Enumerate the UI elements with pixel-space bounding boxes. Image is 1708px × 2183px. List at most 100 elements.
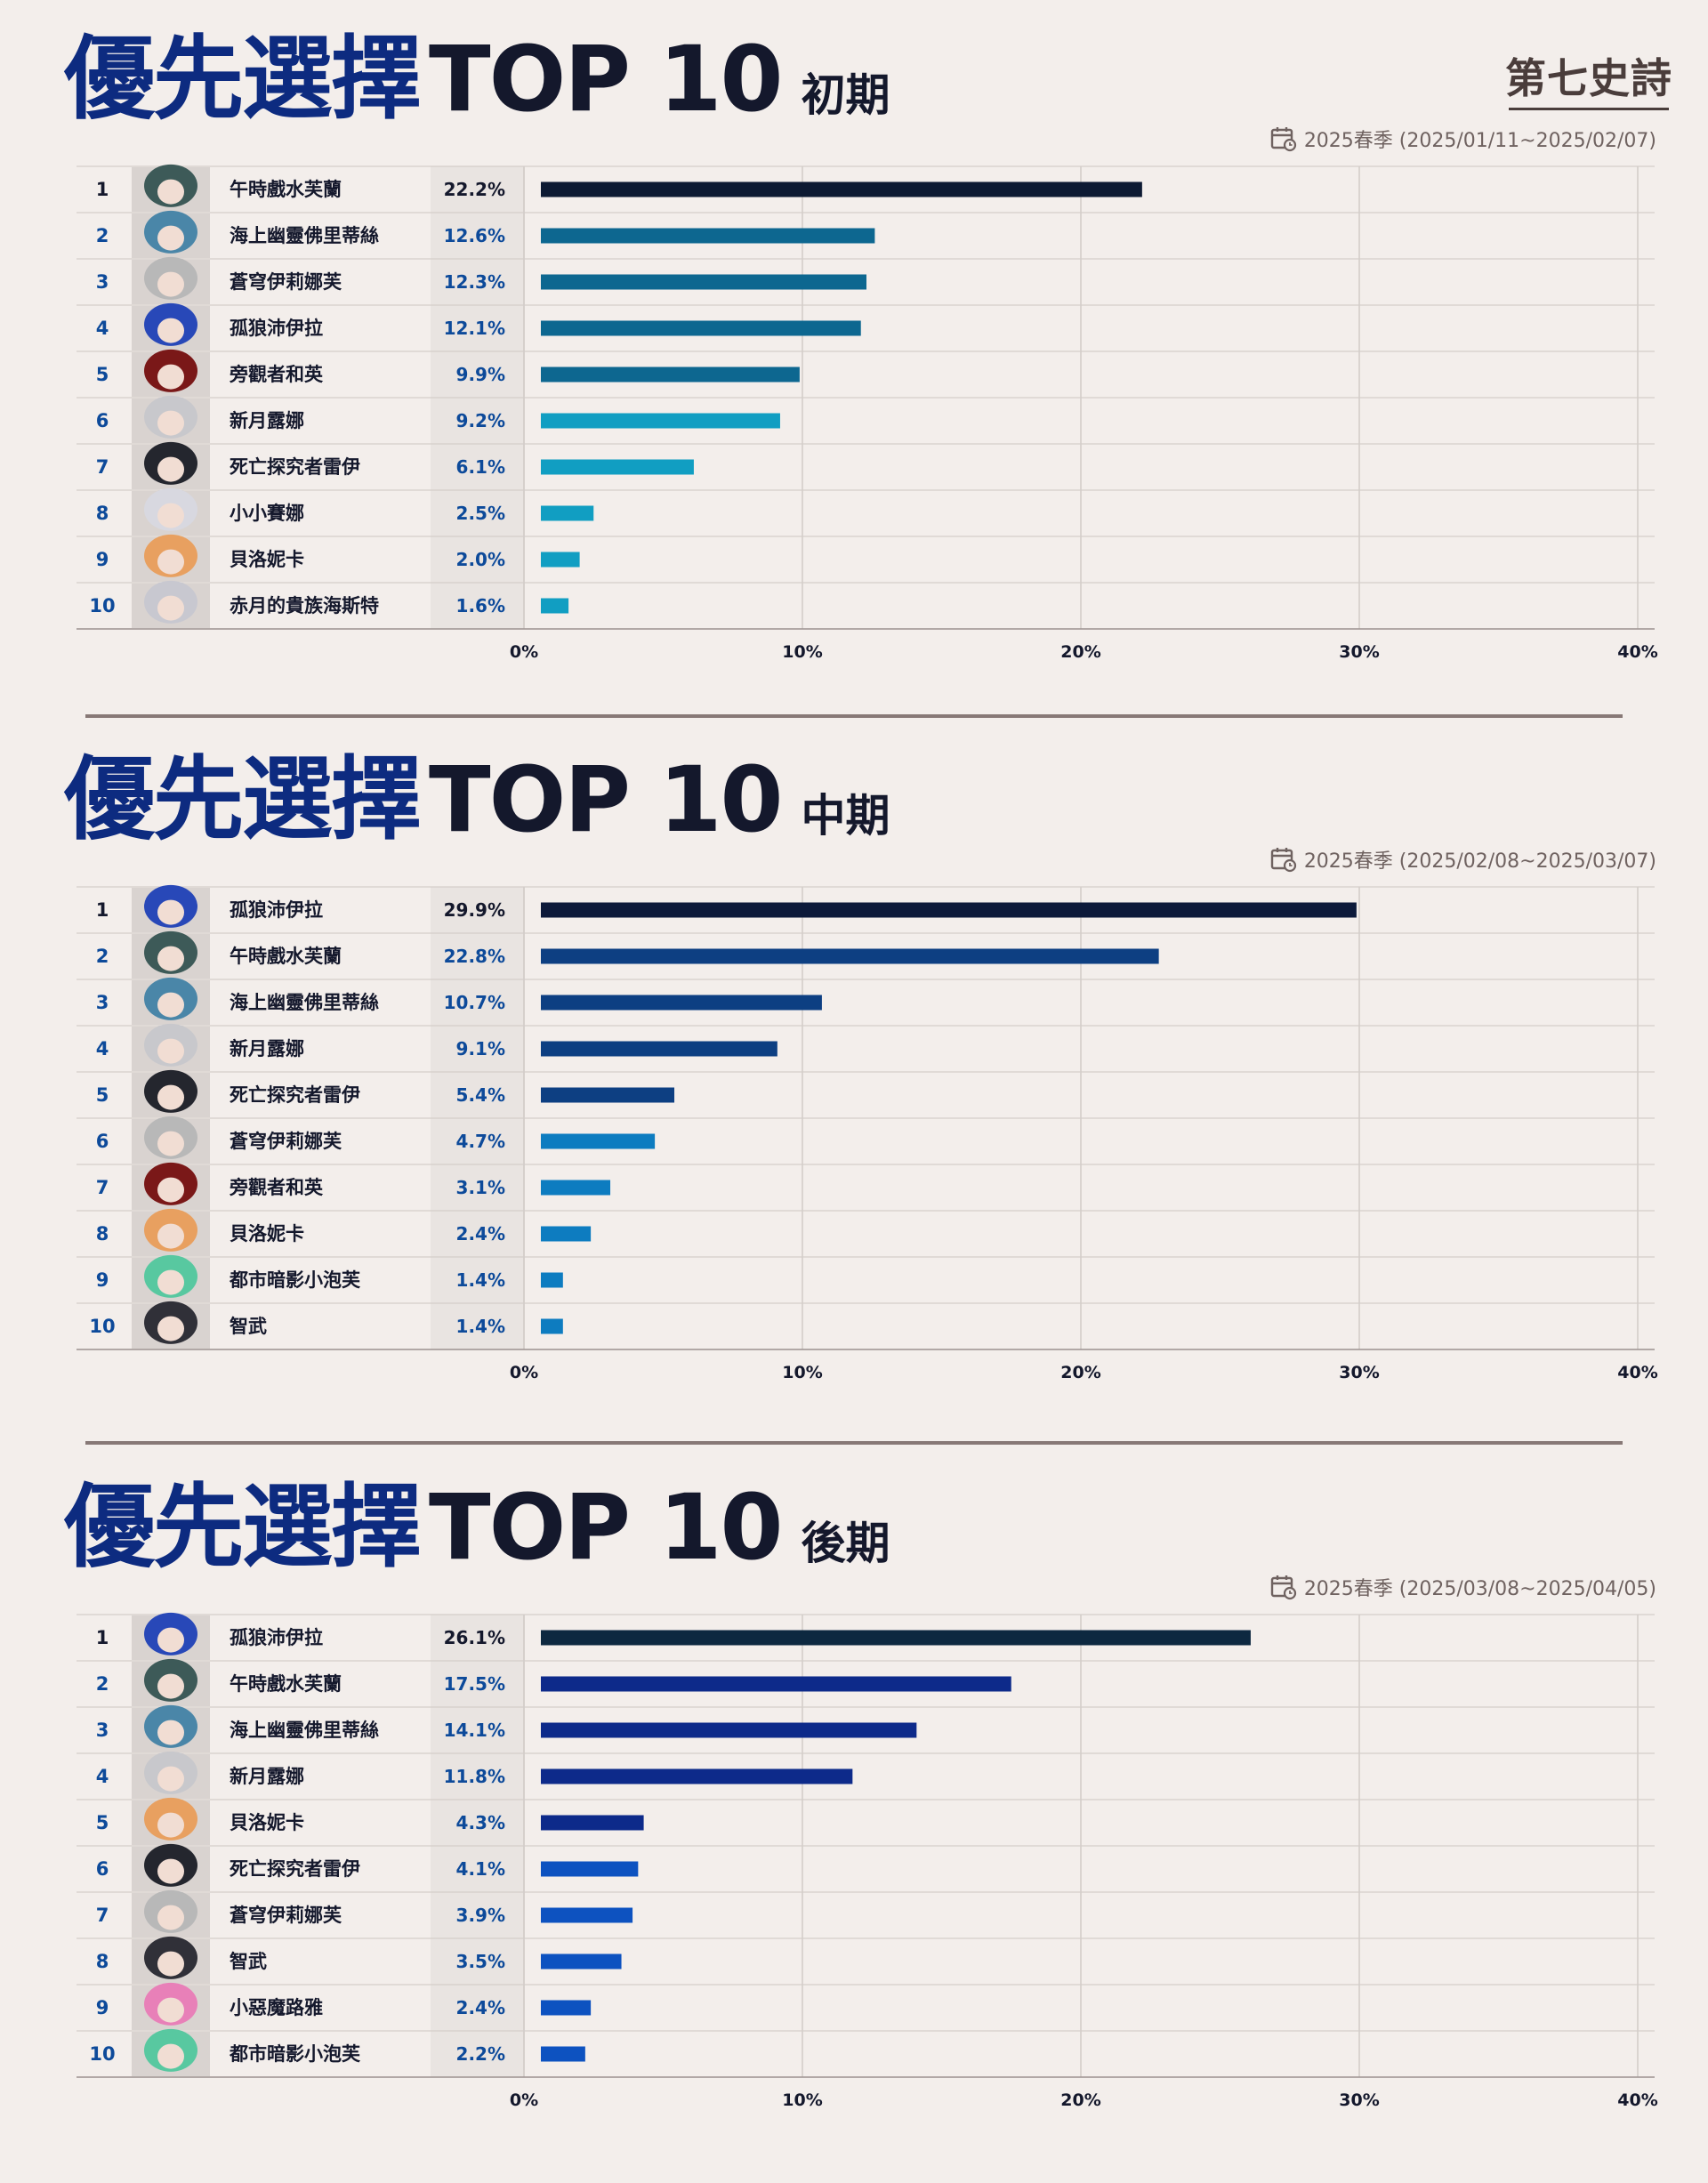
section-divider xyxy=(85,1441,1623,1445)
character-name: 海上幽靈佛里蒂絲 xyxy=(230,992,379,1013)
character-name: 智武 xyxy=(230,1951,267,1972)
rank-label: 10 xyxy=(89,1316,115,1337)
character-portrait xyxy=(132,487,210,536)
bar xyxy=(541,505,594,521)
character-portrait xyxy=(132,2028,210,2076)
character-portrait xyxy=(132,1797,210,1845)
character-name: 旁觀者和英 xyxy=(229,1177,324,1198)
character-name: 貝洛妮卡 xyxy=(230,1223,304,1245)
character-name: 孤狼沛伊拉 xyxy=(230,899,323,921)
character-name: 午時戲水芙蘭 xyxy=(230,946,342,967)
rank-label: 3 xyxy=(96,992,109,1013)
bar xyxy=(541,228,875,244)
rank-label: 4 xyxy=(96,318,109,339)
x-tick-label: 0% xyxy=(510,642,538,662)
rank-label: 3 xyxy=(96,1720,109,1741)
character-portrait xyxy=(132,1162,210,1210)
value-label: 12.6% xyxy=(444,225,505,246)
character-name: 新月露娜 xyxy=(230,1038,304,1059)
calendar-icon xyxy=(1270,1575,1296,1600)
character-portrait xyxy=(132,1982,210,2030)
bar xyxy=(541,1041,777,1057)
x-tick-label: 40% xyxy=(1617,2090,1657,2110)
character-portrait xyxy=(132,1936,210,1984)
x-tick-label: 0% xyxy=(510,1363,538,1382)
rank-label: 1 xyxy=(96,179,109,200)
rank-label: 4 xyxy=(96,1038,109,1059)
title-main: TOP 10 xyxy=(429,27,783,133)
character-portrait xyxy=(132,441,210,489)
character-portrait xyxy=(132,1023,210,1071)
character-portrait xyxy=(132,534,210,582)
value-label: 9.9% xyxy=(456,364,505,385)
bar xyxy=(541,2046,585,2062)
rank-label: 10 xyxy=(89,595,115,616)
character-portrait xyxy=(132,884,210,932)
value-label: 2.4% xyxy=(456,1223,505,1245)
character-portrait xyxy=(132,1254,210,1302)
value-label: 6.1% xyxy=(456,456,505,478)
title-phase: 初期 xyxy=(801,69,890,121)
bar xyxy=(541,995,822,1011)
rank-label: 3 xyxy=(96,271,109,293)
title-phase: 後期 xyxy=(801,1518,890,1569)
title-highlight: 優先選擇 xyxy=(64,27,422,133)
date-range: 2025春季 (2025/02/08~2025/03/07) xyxy=(1270,845,1656,874)
character-portrait xyxy=(132,256,210,304)
bar-chart: 0% 10% 20% 30% 40% 1 孤狼沛伊拉 29.9% 2 午時戲水芙蘭 22.8% 3 海上… xyxy=(77,884,1658,1382)
rank-label: 6 xyxy=(96,1131,109,1152)
character-name: 赤月的貴族海斯特 xyxy=(230,595,379,616)
title-main: TOP 10 xyxy=(429,747,783,853)
bar xyxy=(541,1630,1251,1646)
character-name: 死亡探究者雷伊 xyxy=(230,1858,360,1880)
character-name: 智武 xyxy=(230,1316,267,1337)
bar xyxy=(541,274,866,290)
bar xyxy=(541,948,1159,964)
rank-label: 7 xyxy=(96,1905,109,1926)
value-label: 5.4% xyxy=(456,1084,505,1106)
value-label: 2.2% xyxy=(456,2043,505,2065)
character-portrait xyxy=(132,1069,210,1117)
value-label: 2.0% xyxy=(456,549,505,570)
bar xyxy=(541,902,1357,918)
date-text: 2025春季 (2025/03/08~2025/04/05) xyxy=(1303,1578,1656,1600)
bar-chart: 0% 10% 20% 30% 40% 1 孤狼沛伊拉 26.1% 2 午時戲水芙蘭 17.5% 3 海上… xyxy=(77,1612,1658,2110)
chart-section-late: 優先選擇TOP 10 後期 2025春季 (2025/03/08~2025/04/… xyxy=(0,1448,1708,2124)
value-label: 4.3% xyxy=(456,1812,505,1833)
value-label: 3.1% xyxy=(456,1177,505,1198)
x-tick-label: 30% xyxy=(1339,2090,1379,2110)
rank-label: 8 xyxy=(96,1951,109,1972)
character-name: 蒼穹伊莉娜芙 xyxy=(230,1905,342,1926)
rank-label: 6 xyxy=(96,410,109,431)
character-name: 午時戲水芙蘭 xyxy=(230,1673,342,1695)
character-name: 都市暗影小泡芙 xyxy=(229,1269,361,1291)
bar xyxy=(541,1226,592,1242)
character-name: 蒼穹伊莉娜芙 xyxy=(230,1131,342,1152)
character-name: 海上幽靈佛里蒂絲 xyxy=(230,1720,379,1741)
value-label: 1.4% xyxy=(456,1269,505,1291)
bar xyxy=(541,1815,644,1831)
bar xyxy=(541,1087,675,1103)
title-phase: 中期 xyxy=(801,790,890,842)
x-tick-label: 10% xyxy=(782,2090,822,2110)
value-label: 3.5% xyxy=(456,1951,505,1972)
character-name: 新月露娜 xyxy=(230,1766,304,1787)
date-range: 2025春季 (2025/01/11~2025/02/07) xyxy=(1270,125,1656,153)
bar xyxy=(541,459,694,475)
character-name: 小惡魔路雅 xyxy=(230,1997,323,2018)
bar xyxy=(541,1676,1011,1692)
character-portrait xyxy=(132,1208,210,1256)
value-label: 10.7% xyxy=(444,992,505,1013)
value-label: 4.7% xyxy=(456,1131,505,1152)
rank-label: 8 xyxy=(96,1223,109,1245)
bar xyxy=(541,367,800,383)
value-label: 22.8% xyxy=(444,946,505,967)
character-portrait xyxy=(132,395,210,443)
character-portrait xyxy=(132,977,210,1025)
x-tick-label: 40% xyxy=(1617,642,1657,662)
character-portrait xyxy=(132,164,210,212)
value-label: 9.2% xyxy=(456,410,505,431)
rank-label: 2 xyxy=(96,946,109,967)
rank-label: 10 xyxy=(89,2043,115,2065)
calendar-icon xyxy=(1270,848,1296,873)
